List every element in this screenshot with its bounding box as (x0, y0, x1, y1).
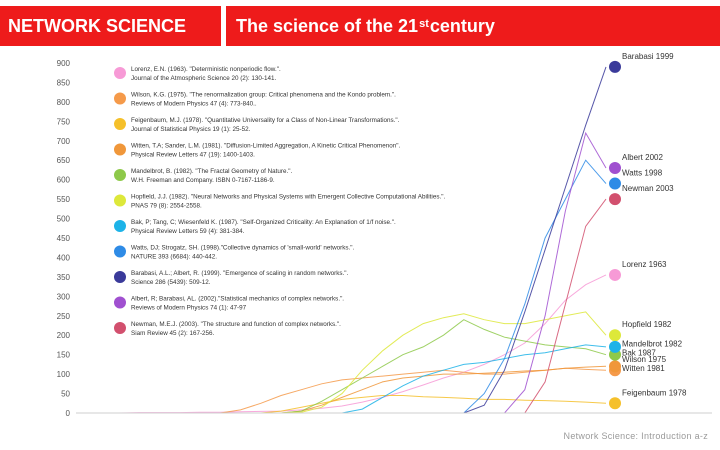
end-marker-dot (609, 329, 621, 342)
end-marker-dot (609, 60, 621, 73)
y-tick-label: 0 (66, 409, 71, 418)
legend-citation-line2: PNAS 79 (8): 2554-2558. (131, 203, 202, 210)
legend-dot (114, 92, 126, 105)
legend-citation-line1: Newman, M.E.J. (2003). "The structure an… (131, 321, 341, 328)
legend-citation-line2: Reviews of Modern Physics 47 (4): 773-84… (131, 101, 257, 108)
end-label: Wilson 1975 (622, 355, 667, 364)
y-tick-label: 900 (57, 59, 71, 68)
y-tick-label: 750 (57, 117, 71, 126)
y-tick-label: 250 (57, 312, 71, 321)
legend-dot (114, 169, 126, 181)
legend-citation-line2: Reviews of Modern Physics 74 (1): 47-97 (131, 305, 247, 312)
title-right-post: century (429, 15, 495, 36)
end-label: Witten 1981 (622, 364, 665, 373)
end-marker-dot (609, 340, 621, 353)
y-tick-label: 150 (57, 351, 71, 360)
y-tick-label: 200 (57, 331, 71, 340)
y-tick-label: 50 (61, 390, 70, 399)
legend-citation-line1: Hopfield, J.J. (1982). "Neural Networks … (131, 194, 445, 201)
end-markers (609, 60, 621, 410)
legend-dot (114, 67, 126, 79)
citation-chart: 0 50 100 150 200 250 300 350 400 450 500 550 600 650 7… (57, 52, 712, 418)
title-right-sup: st (419, 18, 429, 30)
legend-dot (114, 118, 126, 130)
end-marker-dot (609, 162, 621, 174)
end-labels: Lorenz 1963 Wilson 1975 Feigenbaum 1978 Wit… (622, 52, 687, 397)
end-label: Bak 1987 (622, 349, 656, 358)
y-tick-label: 450 (57, 234, 71, 243)
legend-dot (114, 143, 126, 156)
y-tick-label: 800 (57, 98, 71, 107)
end-marker-dot (609, 193, 621, 206)
y-axis: 0 50 100 150 200 250 300 350 400 450 500 550 600 650 7… (57, 59, 712, 418)
y-tick-label: 650 (57, 156, 71, 165)
end-label: Lorenz 1963 (622, 260, 667, 269)
end-label: Mandelbrot 1982 (622, 340, 683, 349)
y-tick-label: 400 (57, 253, 71, 262)
legend-dot (114, 220, 126, 232)
legend-citation-line1: Witten, T.A; Sander, L.M. (1981). "Diffu… (131, 143, 400, 150)
y-tick-label: 700 (57, 137, 71, 146)
y-tick-label: 300 (57, 292, 71, 301)
legend-citation-line1: Bak, P; Tang, C; Wiesenfeld K. (1987). "… (131, 219, 396, 226)
legend-citation-line1: Albert, R; Barabasi, AL. (2002)."Statist… (131, 296, 344, 303)
title-network-science: NETWORK SCIENCE (0, 6, 221, 46)
y-tick-label: 350 (57, 273, 71, 282)
legend-citation-line1: Barabasi, A.L.; Albert, R. (1999). "Emer… (131, 270, 349, 277)
end-label: Hopfield 1982 (622, 320, 672, 329)
end-marker-dot (609, 397, 621, 410)
end-label: Newman 2003 (622, 184, 674, 193)
title-right-pre: The science of the 21 (236, 15, 419, 36)
y-tick-label: 500 (57, 215, 71, 224)
legend: Lorenz, E.N. (1963). "Deterministic nonp… (114, 66, 445, 337)
legend-dot (114, 296, 126, 309)
legend-citation-line1: Feigenbaum, M.J. (1978). "Quantitative U… (131, 117, 400, 124)
legend-dot (114, 322, 126, 334)
legend-citation-line2: Physical Review Letters 47 (19): 1400-14… (131, 152, 255, 159)
y-tick-label: 600 (57, 176, 71, 185)
y-tick-label: 550 (57, 195, 71, 204)
legend-dot (114, 194, 126, 207)
end-label: Barabasi 1999 (622, 52, 674, 61)
y-tick-label: 100 (57, 370, 71, 379)
end-label: Watts 1998 (622, 169, 663, 178)
y-tick-label: 850 (57, 78, 71, 87)
end-marker-dot (609, 268, 621, 281)
legend-citation-line2: Siam Review 45 (2): 167-256. (131, 330, 215, 337)
title-network-science-text: NETWORK SCIENCE (8, 15, 187, 36)
legend-citation-line2: NATURE 393 (6684): 440-442. (131, 254, 217, 261)
legend-citation-line1: Watts, DJ; Strogatz, SH. (1998)."Collect… (131, 245, 355, 252)
legend-citation-line2: Journal of the Atmospheric Science 20 (2… (131, 75, 277, 82)
legend-dot (114, 271, 126, 283)
legend-citation-line2: Science 286 (5439): 509-12. (131, 279, 211, 286)
legend-citation-line2: Journal of Statistical Physics 19 (1): 2… (131, 126, 251, 133)
end-label: Albert 2002 (622, 153, 663, 162)
legend-citation-line1: Lorenz, E.N. (1963). "Deterministic nonp… (131, 66, 281, 73)
legend-citation-line2: Physical Review Letters 59 (4): 381-384. (131, 228, 245, 235)
series-line-bak-1987 (78, 344, 607, 414)
legend-citation-line1: Mandelbrot, B. (1982). "The Fractal Geom… (131, 168, 293, 175)
legend-citation-line2: W.H. Freeman and Company. ISBN 0-7167-11… (131, 177, 275, 184)
legend-citation-line1: Wilson, K.G. (1975). "The renormalizatio… (131, 92, 396, 99)
footer-note: Network Science: Introduction a-z (563, 431, 708, 441)
end-label: Feigenbaum 1978 (622, 388, 687, 397)
end-marker-dot (609, 360, 621, 373)
end-marker-dot (609, 177, 621, 190)
legend-dot (114, 245, 126, 258)
